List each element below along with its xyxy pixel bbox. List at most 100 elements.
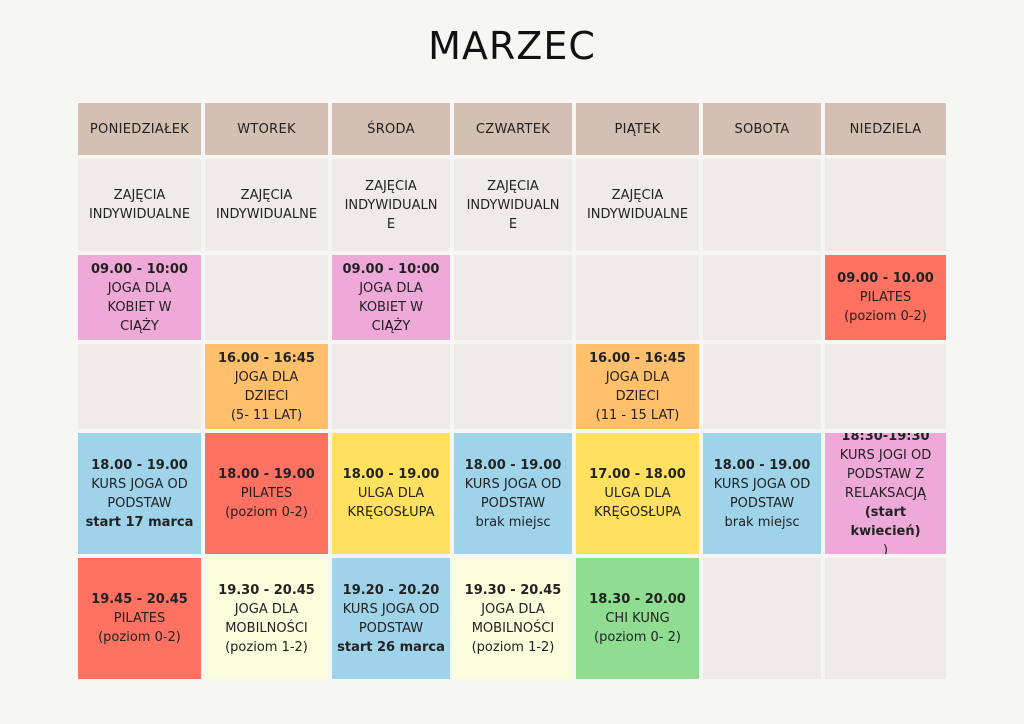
day-header-czwartek: CZWARTEK	[454, 103, 572, 155]
class-text: JOGA DLA	[234, 369, 299, 385]
schedule-empty-cell	[78, 344, 201, 429]
schedule-empty-cell	[454, 255, 572, 340]
schedule-empty-cell	[332, 344, 450, 429]
schedule-class-cell: 09.00 - 10.00 PILATES (poziom 0-2)	[825, 255, 946, 340]
class-text: INDYWIDUALNE	[586, 207, 689, 222]
class-text: KURS JOGA OD	[713, 476, 811, 492]
class-text: PODSTAW	[480, 495, 546, 511]
class-text: RELAKSACJĄ	[844, 486, 927, 501]
class-text: PILATES	[240, 486, 293, 501]
class-time: 18.00 - 19.00	[91, 457, 188, 473]
schedule-class-cell: 19.30 - 20.45 JOGA DLA MOBILNOŚCI (poziom 1…	[454, 558, 572, 679]
class-text: KURS JOGA OD	[342, 601, 440, 617]
class-text: (poziom 0-2)	[98, 630, 181, 645]
class-text: KURS JOGI OD	[839, 448, 932, 463]
class-text: ULGA DLA	[357, 486, 425, 501]
day-header-sroda: ŚRODA	[332, 103, 450, 155]
class-text: KURS JOGA OD	[464, 476, 562, 492]
class-text: brak miejsc	[475, 514, 551, 530]
class-time: 09.00 - 10:00	[342, 261, 440, 277]
class-text: E	[386, 216, 396, 232]
class-text: PODSTAW	[358, 620, 424, 636]
class-text: (5- 11 LAT)	[230, 407, 303, 423]
class-text: KURS JOGA OD	[91, 476, 188, 492]
schedule-empty-cell	[825, 558, 946, 679]
class-text: )	[882, 543, 889, 554]
class-text: JOGA DLA	[605, 369, 670, 385]
class-text: JOGA DLA	[234, 601, 299, 617]
class-text: CHI KUNG	[605, 611, 670, 626]
class-text: E	[508, 216, 518, 232]
class-text: PODSTAW	[729, 495, 795, 511]
schedule-empty-cell	[703, 344, 821, 429]
page-title: MARZEC	[428, 24, 596, 68]
class-text: DZIECI	[615, 388, 660, 404]
schedule-empty-cell	[825, 159, 946, 251]
class-text: start 26 marca	[337, 639, 445, 655]
class-text: PILATES	[113, 611, 166, 626]
schedule-class-cell: 16.00 - 16:45 JOGA DLA DZIECI (11 - 15 LAT)	[576, 344, 699, 429]
schedule-class-cell: 17.00 - 18.00 ULGA DLA KRĘGOSŁUPA	[576, 433, 699, 554]
class-time: 18.00 - 19.00	[218, 467, 315, 482]
class-time: 16.00 - 16:45	[589, 350, 686, 366]
class-text: KRĘGOSŁUPA	[593, 505, 682, 520]
day-header-sobota: SOBOTA	[703, 103, 821, 155]
schedule-class-cell: 09.00 - 10:00 JOGA DLA KOBIET W CIĄŻY	[332, 255, 450, 340]
schedule-empty-cell	[703, 558, 821, 679]
class-text: PILATES	[859, 290, 912, 305]
class-text: JOGA DLA	[107, 280, 172, 296]
day-header-poniedzialek: PONIEDZIAŁEK	[78, 103, 201, 155]
class-text: ZAJĘCIA	[365, 178, 417, 194]
class-time: 19.30 - 20.45	[218, 582, 315, 598]
class-text: JOGA DLA	[481, 601, 545, 617]
class-time: 19.45 - 20.45	[91, 592, 188, 607]
class-text: (poziom 0-2)	[225, 505, 308, 520]
class-text: JOGA DLA	[359, 280, 423, 296]
schedule-empty-cell	[576, 255, 699, 340]
class-time: 18.30 - 20.00	[589, 592, 686, 607]
class-time: 18.00 - 19.00	[464, 457, 562, 473]
schedule-class-cell: 18.00 - 19.00 ULGA DLA KRĘGOSŁUPA	[332, 433, 450, 554]
class-text: (start kwiecień)	[850, 505, 921, 539]
schedule-grid: PONIEDZIAŁEK WTOREK ŚRODA CZWARTEK PIĄTEK SOB…	[78, 103, 946, 679]
class-time: 18:30-19:30	[841, 433, 930, 444]
class-text: CIĄŻY	[371, 318, 411, 334]
schedule-class-cell: ZAJĘCIA INDYWIDUALN E	[332, 159, 450, 251]
schedule-class-cell: 19.45 - 20.45 PILATES (poziom 0-2)	[78, 558, 201, 679]
schedule-class-cell: 18:30-19:30 KURS JOGI OD PODSTAW Z RELAKSAC…	[825, 433, 946, 554]
class-text: brak miejsc	[724, 514, 800, 530]
class-text: DZIECI	[244, 388, 289, 404]
schedule-class-cell: 19.20 - 20.20 KURS JOGA OD PODSTAW start 26…	[332, 558, 450, 679]
class-text: CIĄŻY	[120, 318, 159, 334]
class-text: INDYWIDUALNE	[88, 207, 191, 222]
day-header-wtorek: WTOREK	[205, 103, 328, 155]
class-text: INDYWIDUALN	[344, 197, 438, 213]
schedule-class-cell: 18.00 - 19.00 KURS JOGA OD PODSTAW brak mie…	[454, 433, 572, 554]
schedule-empty-cell	[703, 159, 821, 251]
class-text: INDYWIDUALN	[466, 197, 560, 213]
class-text: ZAJĘCIA	[240, 188, 293, 203]
class-time: 09.00 - 10:00	[91, 261, 188, 277]
class-text: (poziom 0-2)	[844, 309, 927, 324]
class-time: 19.20 - 20.20	[342, 582, 440, 598]
class-text: (11 - 15 LAT)	[595, 407, 680, 423]
class-text: PODSTAW	[107, 495, 172, 511]
schedule-class-cell: 09.00 - 10:00 JOGA DLA KOBIET W CIĄŻY	[78, 255, 201, 340]
schedule-class-cell: 18.30 - 20.00 CHI KUNG (poziom 0- 2)	[576, 558, 699, 679]
class-text: (poziom 0- 2)	[594, 630, 681, 645]
class-text: KOBIET W	[359, 299, 423, 315]
schedule-empty-cell	[205, 255, 328, 340]
class-text: (poziom 1-2)	[471, 639, 555, 655]
class-time: 16.00 - 16:45	[218, 350, 315, 366]
class-text: (poziom 1-2)	[225, 639, 308, 655]
class-text: MOBILNOŚCI	[225, 620, 308, 636]
class-time: 18.00 - 19.00	[342, 467, 440, 482]
schedule-empty-cell	[703, 255, 821, 340]
day-header-piatek: PIĄTEK	[576, 103, 699, 155]
schedule-empty-cell	[454, 344, 572, 429]
class-text: PODSTAW Z	[846, 467, 925, 482]
schedule-class-cell: 18.00 - 19.00 KURS JOGA OD PODSTAW start 17…	[78, 433, 201, 554]
